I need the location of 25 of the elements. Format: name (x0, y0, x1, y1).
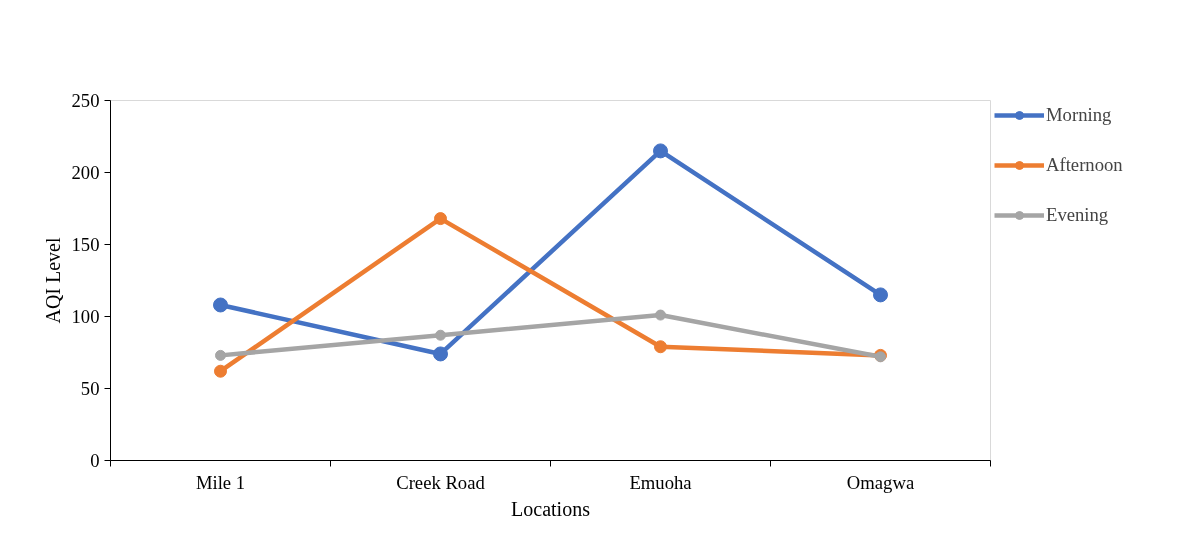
point (655, 309, 666, 321)
y-tick-label: 50 (80, 378, 100, 399)
point (653, 143, 668, 159)
point (213, 297, 228, 313)
y-tick-label: 250 (71, 90, 100, 111)
y-tick-label: 200 (71, 162, 100, 183)
y-axis-title: AQI Level (41, 237, 64, 324)
point (654, 340, 667, 354)
point (434, 212, 447, 226)
y-tick-label: 150 (71, 234, 100, 255)
point (214, 364, 227, 378)
legend-label: Morning (1046, 104, 1112, 126)
point (435, 329, 446, 341)
point (215, 349, 226, 361)
y-tick-label: 100 (71, 306, 100, 327)
point (873, 287, 888, 303)
x-tick-label: Creek Road (396, 471, 486, 493)
legend-label: Afternoon (1046, 154, 1123, 176)
y-tick-label: 0 (90, 450, 100, 471)
x-tick-label: Emuoha (629, 471, 693, 493)
x-tick-label: Omagwa (846, 471, 915, 493)
point (433, 346, 448, 362)
legend-label: Evening (1046, 204, 1109, 226)
x-tick-label: Mile 1 (195, 471, 246, 493)
x-axis-title: Locations (511, 497, 591, 520)
